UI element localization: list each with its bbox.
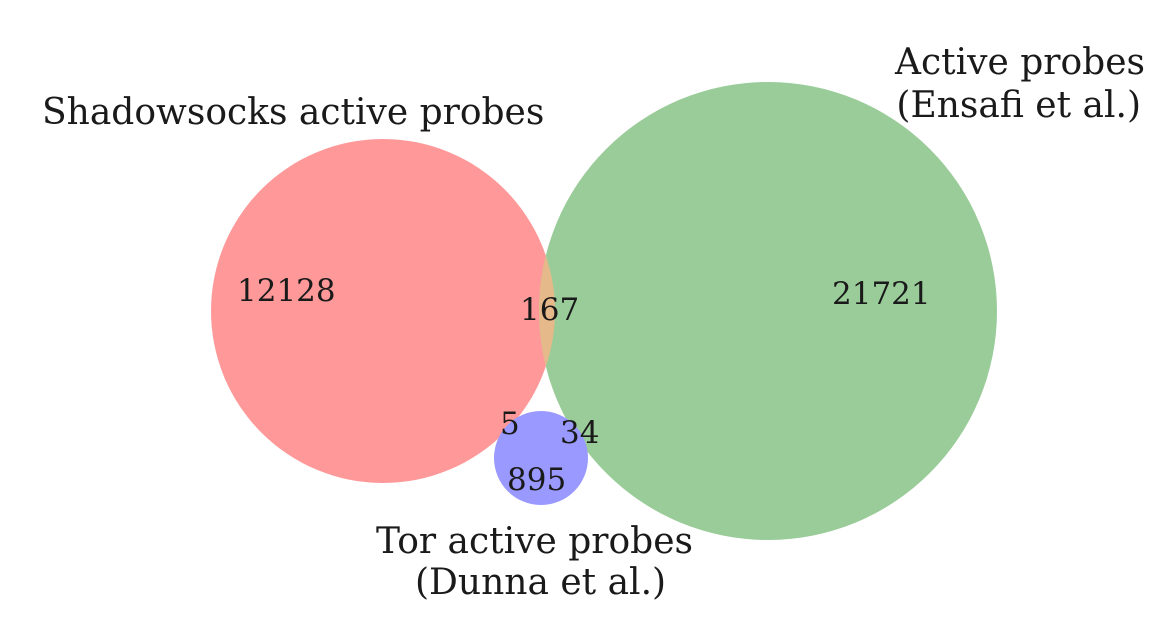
ensafi-tor-count: 34 bbox=[560, 415, 599, 451]
shadowsocks-set-label: Shadowsocks active probes bbox=[42, 92, 544, 133]
ensafi-set-label-line1: Active probes bbox=[894, 42, 1145, 83]
tor-set-label-line1: Tor active probes bbox=[376, 521, 693, 562]
shadowsocks-tor-count: 5 bbox=[500, 406, 520, 442]
tor-circle bbox=[494, 411, 588, 505]
ensafi-circle bbox=[539, 82, 997, 540]
tor-set-label-line2: (Dunna et al.) bbox=[415, 562, 666, 603]
shadowsocks-circle bbox=[211, 139, 555, 483]
tor-only-count: 895 bbox=[507, 462, 566, 498]
shadowsocks-ensafi-count: 167 bbox=[520, 292, 579, 328]
ensafi-only-count: 21721 bbox=[832, 276, 931, 312]
shadowsocks-only-count: 12128 bbox=[237, 273, 336, 309]
ensafi-set-label-line2: (Ensafi et al.) bbox=[896, 85, 1141, 126]
